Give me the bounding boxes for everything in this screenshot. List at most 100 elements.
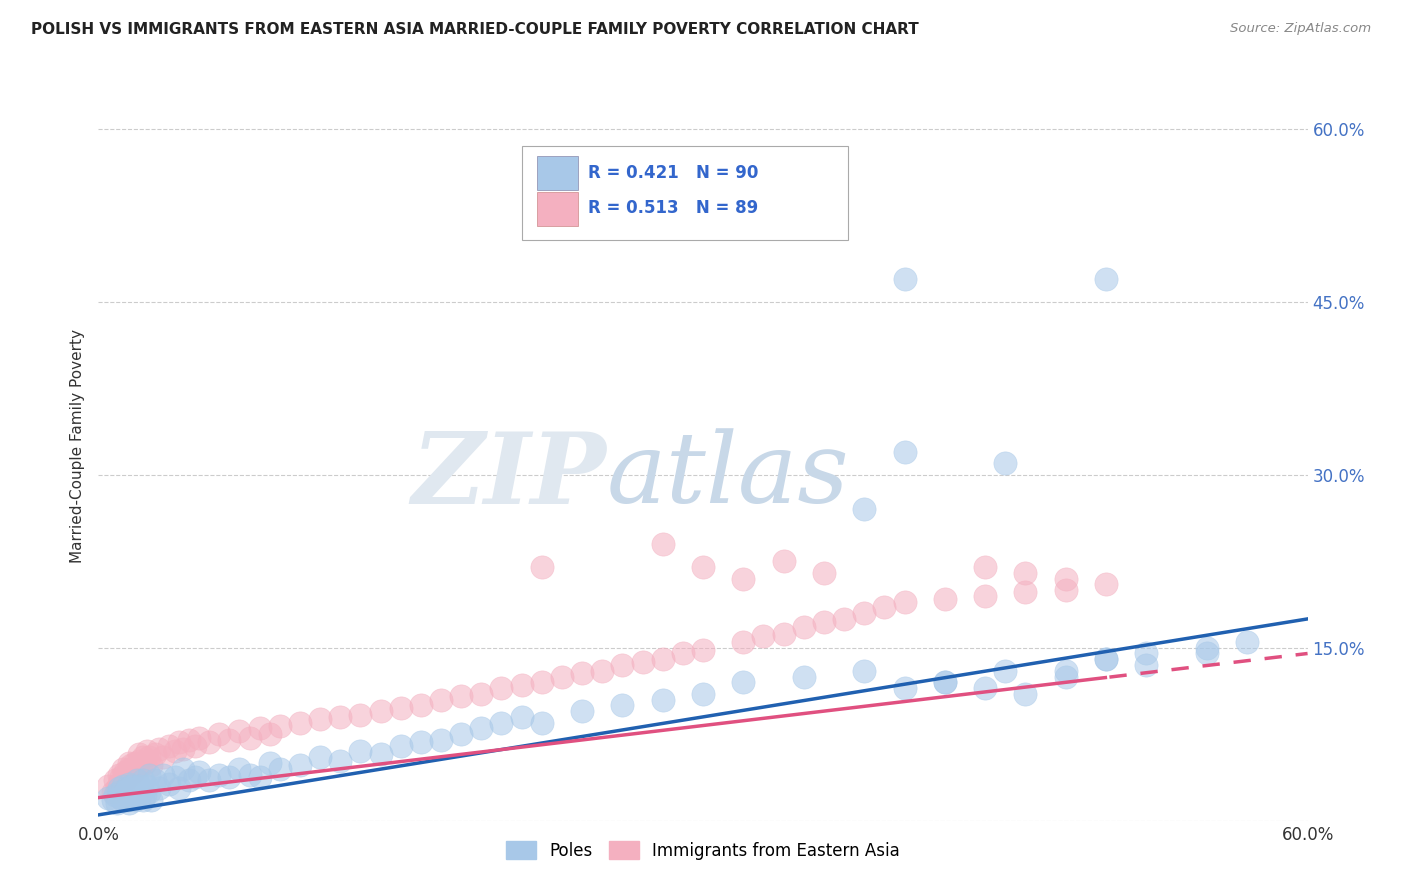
Point [672,647,695,661]
Y-axis label: Married-Couple Family Poverty: Married-Couple Family Poverty [70,329,86,563]
Point [124,793,146,807]
Point [510,710,533,724]
Point [793,620,815,634]
Point [132,773,155,788]
Point [148,781,170,796]
Point [105,781,128,796]
Point [893,272,915,286]
Point [107,785,129,799]
Point [124,756,146,770]
Point [612,698,634,713]
Point [157,777,180,791]
Point [309,750,332,764]
Point [450,727,472,741]
Point [152,750,174,764]
Point [110,770,132,784]
Point [134,756,156,770]
Point [329,710,352,724]
Point [1095,652,1118,666]
Point [1135,658,1157,673]
Point [1014,566,1036,580]
Text: R = 0.513   N = 89: R = 0.513 N = 89 [588,200,758,218]
Point [733,675,755,690]
Point [631,655,654,669]
Point [813,615,835,630]
Point [135,744,157,758]
FancyBboxPatch shape [537,192,578,227]
Point [249,770,271,784]
Point [115,781,138,796]
Point [138,767,160,781]
Point [115,770,138,784]
Point [752,629,775,643]
Point [121,765,143,780]
Point [114,765,136,780]
Point [118,797,141,811]
Point [120,758,142,772]
Point [1054,669,1077,683]
Point [239,731,262,745]
Point [218,770,240,784]
FancyBboxPatch shape [522,146,848,240]
Point [128,790,150,805]
Point [97,790,120,805]
Point [1095,652,1118,666]
Point [103,773,125,788]
Point [1054,664,1077,678]
Point [591,664,613,678]
Point [128,747,150,761]
Point [370,704,392,718]
Point [114,789,136,803]
Point [139,758,162,772]
Point [120,779,142,793]
Text: ZIP: ZIP [412,428,606,524]
Point [134,789,156,803]
Point [198,773,221,788]
Point [138,750,160,764]
Point [994,456,1017,470]
Point [470,687,492,701]
Point [692,643,714,657]
Point [893,681,915,695]
Point [114,785,136,799]
Point [571,666,593,681]
Point [101,793,124,807]
Point [139,793,162,807]
Point [389,700,412,714]
Point [1054,572,1077,586]
Point [934,675,956,690]
Point [651,537,673,551]
Point [1095,577,1118,591]
Point [118,762,141,776]
Point [111,762,134,776]
Point [129,785,152,799]
Point [115,793,138,807]
Point [128,754,150,768]
Point [288,758,311,772]
Point [692,687,714,701]
Point [853,606,876,620]
Point [813,566,835,580]
Point [1014,585,1036,599]
Point [120,785,142,799]
Point [179,773,201,788]
Point [530,675,553,690]
Point [143,747,166,761]
Point [893,594,915,608]
Point [934,592,956,607]
Point [152,767,174,781]
Point [118,777,141,791]
Point [853,502,876,516]
Point [167,781,190,796]
Point [470,722,492,736]
Point [651,692,673,706]
Point [163,744,186,758]
Point [179,733,201,747]
Point [349,707,371,722]
Point [110,790,132,805]
Point [309,712,332,726]
Point [198,735,221,749]
Point [208,727,231,741]
Point [188,731,211,745]
Point [772,554,794,568]
